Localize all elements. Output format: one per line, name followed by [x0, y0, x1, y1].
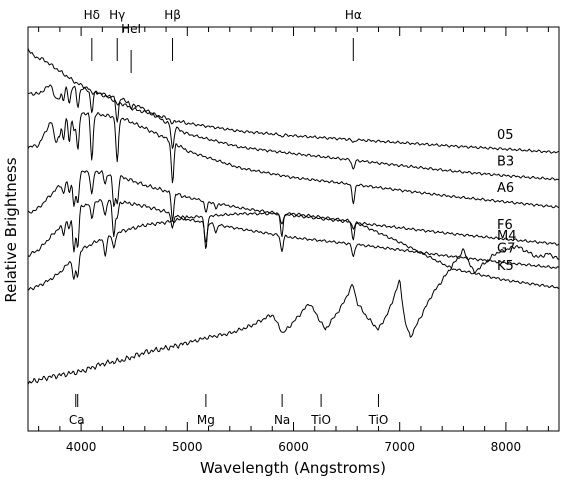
bottom-line-label: Mg — [197, 413, 215, 427]
star-labels: 05 B3 A6 F6 G7 K5 M4 — [497, 128, 517, 274]
x-tick-label: 7000 — [384, 440, 415, 454]
x-tick-label: 4000 — [66, 440, 97, 454]
spectrum-line-m4 — [27, 245, 560, 385]
bottom-line-label: TiO — [310, 413, 331, 427]
spectrum-line-a6 — [27, 112, 560, 209]
x-tick-label: 6000 — [278, 440, 309, 454]
spectrum-line-b3 — [27, 84, 560, 181]
top-line-label: Hδ — [84, 8, 100, 22]
top-line-label: Hγ — [109, 8, 125, 22]
bottom-line-markers: Ca Mg Na TiO TiO — [69, 394, 388, 427]
star-label-g7: G7 — [497, 242, 515, 257]
top-line-label: HeI — [121, 22, 141, 36]
y-axis-title: Relative Brightness — [2, 157, 20, 302]
star-label-b3: B3 — [497, 155, 514, 170]
bottom-line-label: Na — [274, 413, 290, 427]
spectrum-line-f6 — [27, 170, 560, 246]
spectrum-line-g7 — [27, 199, 560, 269]
spectra-group — [27, 48, 560, 385]
bottom-line-label: TiO — [368, 413, 389, 427]
x-axis-title: Wavelength (Angstroms) — [200, 459, 386, 477]
top-line-label: Hα — [345, 8, 362, 22]
x-axis-ticks: 4000 5000 6000 7000 8000 — [38, 27, 549, 454]
spectrum-line-05 — [27, 48, 559, 154]
star-label-05: 05 — [497, 128, 514, 143]
x-tick-label: 5000 — [172, 440, 203, 454]
bottom-line-label: Ca — [69, 413, 85, 427]
star-label-a6: A6 — [497, 181, 514, 196]
star-label-f6: F6 — [497, 218, 513, 233]
star-label-k5: K5 — [497, 259, 514, 274]
top-line-label: Hβ — [164, 8, 181, 22]
plot-frame — [27, 26, 560, 432]
x-tick-label: 8000 — [491, 440, 522, 454]
star-label-m4: M4 — [497, 229, 517, 244]
spectrum-line-k5 — [27, 212, 560, 291]
